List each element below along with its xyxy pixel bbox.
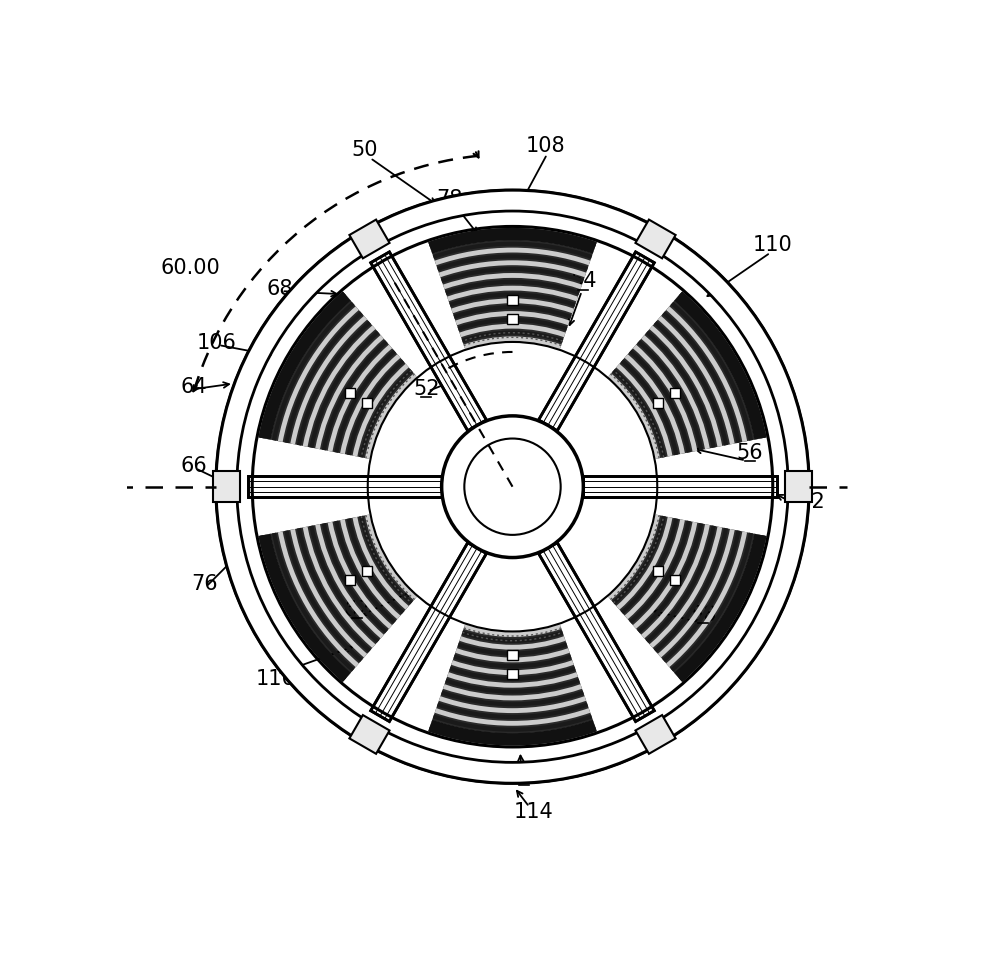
Text: 52: 52 xyxy=(413,378,440,399)
Text: P: P xyxy=(541,484,553,505)
Polygon shape xyxy=(349,716,390,754)
Text: 64: 64 xyxy=(180,377,207,397)
Polygon shape xyxy=(785,471,812,502)
Text: 116: 116 xyxy=(255,669,295,690)
Text: 60.00: 60.00 xyxy=(161,258,221,278)
Wedge shape xyxy=(259,292,351,440)
Bar xyxy=(507,650,518,660)
Bar xyxy=(345,575,355,586)
Text: 112: 112 xyxy=(785,492,825,512)
Circle shape xyxy=(464,438,561,534)
Text: 68: 68 xyxy=(267,279,293,299)
Text: 60: 60 xyxy=(511,767,537,786)
Wedge shape xyxy=(608,292,766,458)
Circle shape xyxy=(442,416,583,558)
Polygon shape xyxy=(371,543,486,721)
Bar xyxy=(362,565,372,576)
Wedge shape xyxy=(259,534,351,682)
Bar xyxy=(507,295,518,304)
Text: 62: 62 xyxy=(344,600,370,620)
Bar xyxy=(670,388,680,398)
Text: 50: 50 xyxy=(351,141,378,160)
Text: 110: 110 xyxy=(753,235,793,255)
Polygon shape xyxy=(248,476,442,498)
Text: 54: 54 xyxy=(570,272,597,291)
Text: 66: 66 xyxy=(180,455,207,476)
Bar xyxy=(670,575,680,586)
Polygon shape xyxy=(539,543,654,721)
Text: 78: 78 xyxy=(436,189,463,209)
Bar xyxy=(653,565,663,576)
Text: 56: 56 xyxy=(736,443,763,463)
Bar xyxy=(362,398,372,407)
Bar xyxy=(345,388,355,398)
Polygon shape xyxy=(635,220,676,258)
Polygon shape xyxy=(539,252,654,430)
Bar xyxy=(507,669,518,679)
Wedge shape xyxy=(428,228,597,349)
Polygon shape xyxy=(371,252,486,430)
Wedge shape xyxy=(674,534,766,682)
Wedge shape xyxy=(428,228,597,253)
Wedge shape xyxy=(259,292,417,458)
Circle shape xyxy=(252,226,773,747)
Wedge shape xyxy=(674,292,766,440)
Wedge shape xyxy=(428,625,597,745)
Polygon shape xyxy=(635,716,676,754)
Circle shape xyxy=(216,191,809,783)
Polygon shape xyxy=(349,220,390,258)
Wedge shape xyxy=(608,514,766,682)
Wedge shape xyxy=(428,719,597,745)
Polygon shape xyxy=(213,471,240,502)
Text: 108: 108 xyxy=(526,137,565,156)
Wedge shape xyxy=(259,514,417,682)
Wedge shape xyxy=(216,191,809,783)
Text: 76: 76 xyxy=(191,574,218,594)
Bar xyxy=(507,314,518,324)
Text: 114: 114 xyxy=(514,802,554,822)
Text: 106: 106 xyxy=(197,332,237,352)
Bar xyxy=(653,398,663,407)
Polygon shape xyxy=(583,476,777,498)
Text: 58: 58 xyxy=(690,605,717,625)
